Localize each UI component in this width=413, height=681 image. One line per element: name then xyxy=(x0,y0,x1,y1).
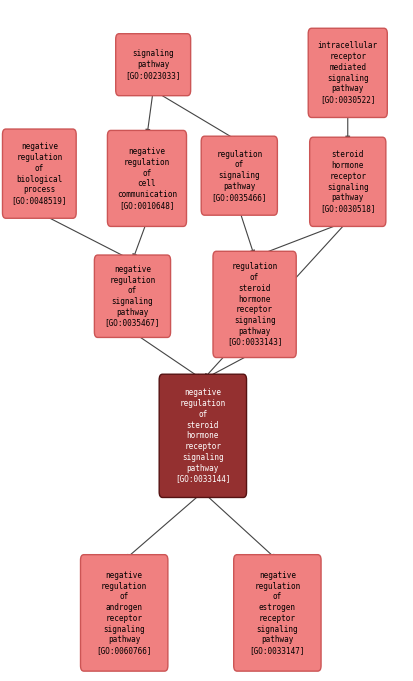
FancyBboxPatch shape xyxy=(201,136,277,215)
FancyBboxPatch shape xyxy=(2,129,76,218)
FancyBboxPatch shape xyxy=(307,28,387,117)
Text: signaling
pathway
[GO:0023033]: signaling pathway [GO:0023033] xyxy=(125,50,180,80)
Text: intracellular
receptor
mediated
signaling
pathway
[GO:0030522]: intracellular receptor mediated signalin… xyxy=(317,42,377,104)
Text: negative
regulation
of
biological
process
[GO:0048519]: negative regulation of biological proces… xyxy=(12,142,67,205)
Text: negative
regulation
of
estrogen
receptor
signaling
pathway
[GO:0033147]: negative regulation of estrogen receptor… xyxy=(249,571,304,655)
Text: negative
regulation
of
signaling
pathway
[GO:0035467]: negative regulation of signaling pathway… xyxy=(104,265,160,328)
Text: regulation
of
signaling
pathway
[GO:0035466]: regulation of signaling pathway [GO:0035… xyxy=(211,150,266,202)
Text: steroid
hormone
receptor
signaling
pathway
[GO:0030518]: steroid hormone receptor signaling pathw… xyxy=(319,151,375,213)
FancyBboxPatch shape xyxy=(159,375,246,497)
Text: negative
regulation
of
androgen
receptor
signaling
pathway
[GO:0060766]: negative regulation of androgen receptor… xyxy=(96,571,152,655)
Text: regulation
of
steroid
hormone
receptor
signaling
pathway
[GO:0033143]: regulation of steroid hormone receptor s… xyxy=(226,262,282,347)
FancyBboxPatch shape xyxy=(94,255,170,338)
FancyBboxPatch shape xyxy=(107,131,186,226)
FancyBboxPatch shape xyxy=(309,138,385,226)
FancyBboxPatch shape xyxy=(80,554,167,671)
FancyBboxPatch shape xyxy=(115,34,190,95)
Text: negative
regulation
of
cell
communication
[GO:0010648]: negative regulation of cell communicatio… xyxy=(116,147,177,210)
FancyBboxPatch shape xyxy=(212,251,296,358)
Text: negative
regulation
of
steroid
hormone
receptor
signaling
pathway
[GO:0033144]: negative regulation of steroid hormone r… xyxy=(175,388,230,484)
FancyBboxPatch shape xyxy=(233,554,320,671)
